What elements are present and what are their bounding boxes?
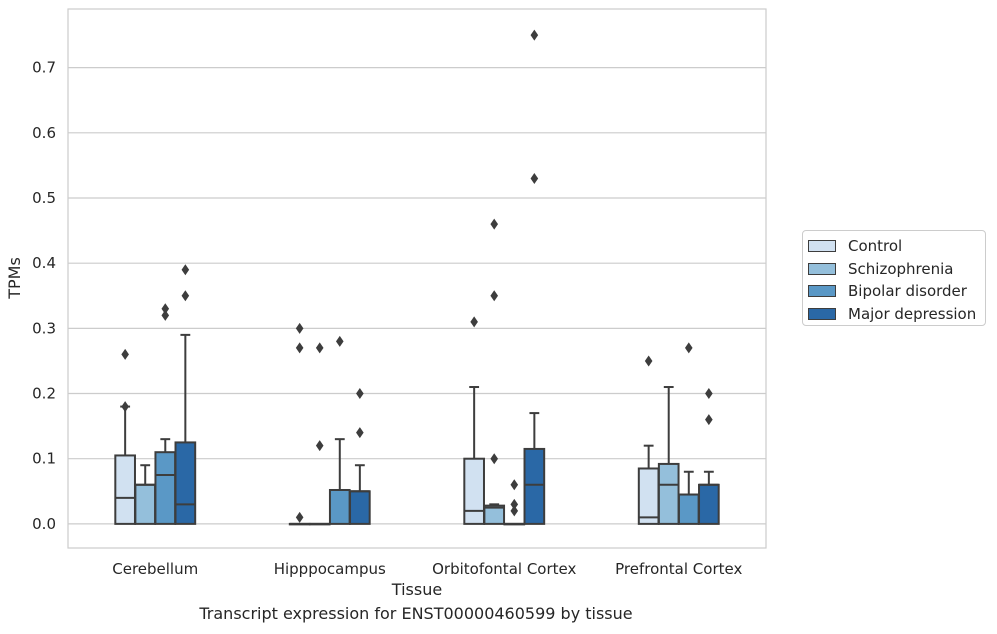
y-tick-label: 0.0 — [32, 515, 56, 533]
box-major-depression-cerebellum — [174, 264, 197, 525]
legend: Control Schizophrenia Bipolar disorder M… — [802, 230, 986, 326]
box-control-hipppocampus — [288, 322, 311, 526]
box-body — [677, 493, 700, 525]
legend-swatch-bipolar-disorder — [808, 285, 836, 298]
box-control-cerebellum — [114, 348, 136, 525]
x-tick-label-cerebellum: Cerebellum — [112, 560, 198, 578]
y-tick-label: 0.5 — [32, 189, 56, 207]
y-tick-label: 0.3 — [32, 319, 56, 337]
box-body — [114, 454, 136, 525]
box-control-orbitofontal-cortex — [463, 316, 485, 525]
box-bipolar-disorder-hipppocampus — [328, 335, 351, 525]
box-body — [328, 488, 351, 525]
plot-frame — [67, 8, 767, 549]
outlier-point — [490, 218, 499, 230]
outlier-point — [181, 264, 190, 276]
box-major-depression-prefrontal-cortex — [698, 388, 720, 525]
box-body — [349, 490, 371, 525]
outlier-point — [181, 290, 190, 302]
outlier-point — [161, 303, 170, 315]
box-schizophrenia-prefrontal-cortex — [657, 386, 680, 525]
x-axis-label: Tissue — [391, 580, 442, 599]
box-major-depression-hipppocampus — [349, 388, 371, 525]
box-body — [657, 462, 680, 525]
legend-item-bipolar-disorder: Bipolar disorder — [808, 280, 985, 303]
outlier-point — [705, 414, 713, 426]
box-schizophrenia-orbitofontal-cortex — [483, 218, 506, 525]
outlier-point — [295, 511, 304, 523]
box-body — [637, 467, 660, 525]
box-control-prefrontal-cortex — [637, 355, 660, 525]
tick-labels: 0.0 0.1 0.2 0.3 0.4 0.5 0.6 0.7 Cerebellum Hipppo… — [32, 59, 742, 578]
legend-label-control: Control — [848, 237, 903, 256]
outlier-point — [335, 335, 344, 347]
y-tick-label: 0.1 — [32, 450, 56, 468]
y-tick-label: 0.2 — [32, 385, 56, 403]
figure-caption: Transcript expression for ENST0000046059… — [199, 604, 633, 623]
y-tick-label: 0.4 — [32, 254, 56, 272]
outlier-point — [510, 505, 519, 517]
outlier-point — [356, 427, 364, 439]
box-schizophrenia-cerebellum — [134, 464, 157, 525]
outlier-point — [530, 29, 539, 41]
outlier-point — [530, 172, 539, 184]
x-tick-label-hipppocampus: Hipppocampus — [274, 560, 386, 578]
legend-label-schizophrenia: Schizophrenia — [848, 259, 954, 278]
outlier-point — [644, 355, 653, 367]
y-axis-label: TPMs — [5, 257, 24, 300]
legend-item-schizophrenia: Schizophrenia — [808, 258, 985, 281]
outlier-point — [161, 309, 170, 321]
box-body — [698, 483, 720, 525]
outlier-point — [510, 498, 519, 510]
outlier-point — [490, 290, 499, 302]
outlier-point — [490, 453, 499, 465]
y-tick-label: 0.6 — [32, 124, 56, 142]
outlier-point — [295, 342, 304, 354]
outlier-point — [121, 401, 129, 413]
box-body — [523, 447, 546, 525]
y-tick-label: 0.7 — [32, 59, 56, 77]
outlier-point — [470, 316, 478, 328]
outlier-point — [315, 342, 324, 354]
legend-item-control: Control — [808, 235, 985, 258]
box-body — [154, 451, 177, 525]
outlier-point — [705, 388, 713, 400]
legend-swatch-control — [808, 240, 836, 253]
legend-swatch-schizophrenia — [808, 262, 836, 275]
legend-label-major-depression: Major depression — [848, 304, 977, 323]
box-plot-marks — [114, 29, 720, 526]
legend-swatch-major-depression — [808, 307, 836, 320]
legend-item-major-depression: Major depression — [808, 303, 985, 326]
outlier-point — [315, 440, 324, 452]
legend-label-bipolar-disorder: Bipolar disorder — [848, 282, 967, 301]
outlier-point — [356, 388, 364, 400]
x-tick-label-prefrontal-cortex: Prefrontal Cortex — [615, 560, 742, 578]
outlier-point — [121, 348, 129, 360]
box-body — [174, 441, 197, 525]
box-bipolar-disorder-orbitofontal-cortex — [503, 479, 526, 526]
outlier-point — [510, 479, 519, 491]
box-body — [463, 457, 485, 525]
box-major-depression-orbitofontal-cortex — [523, 29, 546, 525]
box-body — [134, 483, 157, 525]
box-bipolar-disorder-cerebellum — [154, 303, 177, 525]
box-body — [483, 504, 506, 525]
box-schizophrenia-hipppocampus — [308, 342, 331, 526]
x-tick-label-orbitofontal-cortex: Orbitofontal Cortex — [432, 560, 576, 578]
box-bipolar-disorder-prefrontal-cortex — [677, 342, 700, 525]
outlier-point — [295, 322, 304, 334]
outlier-point — [684, 342, 693, 354]
